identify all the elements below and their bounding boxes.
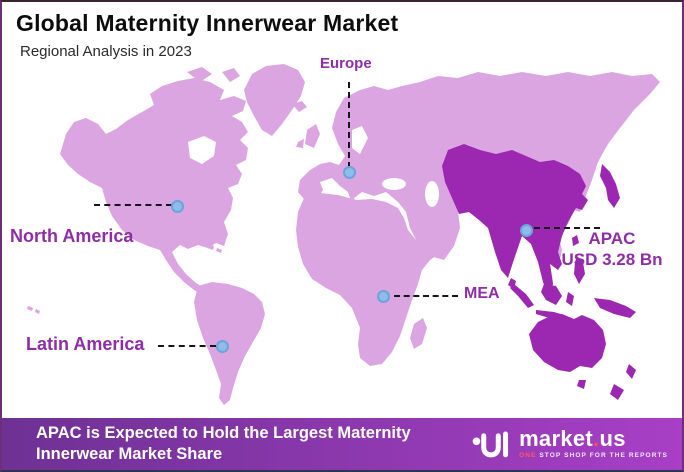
leader-line-apac — [534, 227, 600, 229]
marketus-logo: market.us ONE STOP SHOP FOR THE REPORTS — [471, 427, 668, 461]
map-ireland — [296, 139, 304, 148]
marketus-logo-icon — [472, 431, 509, 458]
logo-separator: . — [593, 426, 600, 452]
footer-banner: APAC is Expected to Hold the Largest Mat… — [2, 418, 682, 470]
apac-name: APAC — [588, 229, 636, 248]
page-title: Global Maternity Innerwear Market — [16, 10, 399, 36]
map-hudson-bay — [188, 136, 216, 164]
map-tasmania — [577, 380, 586, 389]
region-label-apac: APAC USD 3.28 Bn — [558, 228, 666, 270]
map-black-sea — [382, 178, 406, 190]
leader-line-latin-america — [158, 345, 216, 347]
header: Global Maternity Innerwear Market Region… — [16, 10, 398, 60]
region-label-north-america: North America — [10, 226, 134, 246]
marker-mea — [377, 290, 390, 303]
page-subtitle: Regional Analysis in 2023 — [20, 43, 192, 60]
marker-apac — [520, 224, 533, 237]
leader-line-mea — [394, 295, 458, 297]
banner-text: APAC is Expected to Hold the Largest Mat… — [36, 423, 411, 465]
map-caribbean-islands — [27, 240, 222, 314]
map-new-guinea — [594, 298, 636, 318]
map-baltic-sea — [352, 126, 368, 154]
logo-tld: us — [599, 426, 626, 452]
logo-tagline-head: ONE — [519, 452, 537, 460]
leader-line-europe — [348, 82, 350, 168]
map-apac-mainland — [442, 144, 588, 298]
region-label-latin-america: Latin America — [26, 334, 145, 354]
map-uk — [305, 124, 320, 148]
map-japan — [600, 164, 620, 208]
map-australia — [529, 314, 606, 372]
logo-brand: market — [519, 426, 594, 452]
map-arctic-islands — [152, 67, 240, 104]
apac-value: USD 3.28 Bn — [561, 250, 663, 269]
marker-europe — [343, 166, 356, 179]
map-caspian-sea — [425, 181, 439, 207]
banner-line-1: APAC is Expected to Hold the Largest Mat… — [36, 424, 411, 442]
map-iceland — [292, 101, 307, 112]
logo-name: market.us — [519, 428, 668, 450]
map-new-zealand — [610, 364, 636, 400]
map-north-america — [60, 78, 248, 302]
map-south-america — [194, 282, 265, 405]
marker-north-america — [171, 200, 184, 213]
map-borneo — [541, 284, 562, 305]
leader-line-north-america — [94, 204, 172, 206]
region-label-mea: MEA — [464, 285, 500, 302]
logo-tagline-rest: STOP SHOP FOR THE REPORTS — [539, 452, 668, 460]
banner-line-2: Innerwear Market Share — [36, 445, 223, 463]
map-madagascar — [410, 318, 427, 349]
map-philippines — [574, 256, 585, 284]
map-africa — [296, 193, 442, 366]
map-greenland — [244, 64, 305, 136]
logo-tagline: ONE STOP SHOP FOR THE REPORTS — [519, 453, 668, 460]
map-sumatra — [510, 284, 534, 308]
marker-latin-america — [216, 340, 229, 353]
map-sulawesi — [566, 292, 574, 306]
logo-text: market.us ONE STOP SHOP FOR THE REPORTS — [519, 428, 668, 460]
region-label-europe: Europe — [320, 55, 372, 72]
map-taiwan — [572, 235, 579, 246]
